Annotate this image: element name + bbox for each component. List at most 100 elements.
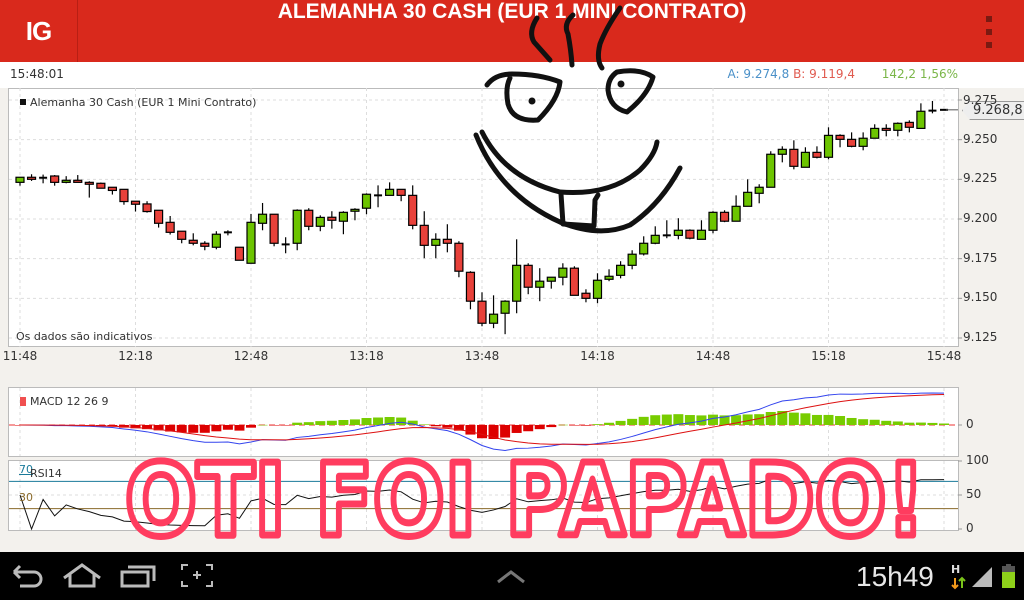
macd-histogram-bar: [696, 415, 707, 425]
macd-histogram-bar: [338, 419, 349, 425]
candle-body: [130, 200, 141, 205]
rsi-label: RSI14: [30, 467, 62, 480]
macd-histogram-bar: [673, 414, 684, 425]
candle-body: [639, 242, 649, 255]
candle-body: [835, 134, 845, 140]
macd-histogram-bar: [777, 411, 788, 425]
indicative-note: Os dados são indicativos: [16, 330, 153, 343]
chart-legend: Alemanha 30 Cash (EUR 1 Mini Contrato): [20, 96, 256, 109]
candle-body: [419, 224, 429, 246]
macd-histogram-bar: [592, 424, 603, 425]
macd-histogram-bar: [754, 414, 765, 425]
macd-histogram-bar: [153, 425, 164, 431]
macd-histogram-bar: [442, 425, 453, 428]
rsi-level-70: 70: [19, 463, 33, 476]
candle-body: [188, 239, 198, 244]
macd-histogram-bar: [130, 425, 141, 429]
macd-histogram-bar: [835, 416, 846, 425]
rsi-level-30: 30: [19, 491, 33, 504]
y-tick-label: 9.150: [963, 290, 998, 305]
rsi-y-tick-label: 0: [966, 521, 974, 535]
macd-histogram-bar: [523, 425, 534, 432]
candle-body: [177, 230, 187, 240]
candle-body: [15, 176, 25, 183]
candle-body: [269, 213, 279, 244]
macd-histogram-bar: [511, 425, 522, 433]
candle-body: [292, 209, 302, 244]
candle-body: [650, 234, 660, 244]
macd-histogram-bar: [569, 425, 580, 426]
macd-histogram-bar: [407, 420, 418, 425]
macd-histogram-bar: [269, 425, 280, 426]
candle-body: [454, 242, 464, 272]
bid-label: B:: [793, 67, 806, 81]
candle-body: [327, 216, 337, 221]
candle-body: [685, 229, 695, 239]
macd-histogram-bar: [546, 425, 557, 428]
candle-body: [708, 211, 718, 231]
candle-body: [142, 203, 152, 213]
overflow-menu-icon[interactable]: [980, 16, 998, 48]
bid-price: 9.119,4: [809, 67, 855, 81]
candle-body: [535, 280, 545, 288]
x-tick-label: 14:48: [695, 349, 731, 363]
macd-histogram-bar: [534, 425, 545, 430]
macd-histogram-bar: [453, 425, 464, 431]
macd-histogram-bar: [234, 425, 245, 431]
candle-body: [304, 209, 314, 227]
candle-body: [743, 191, 753, 207]
candle-body: [465, 271, 476, 302]
x-tick-label: 15:18: [811, 349, 846, 363]
macd-histogram-bar: [246, 425, 256, 428]
x-tick-label: 12:18: [118, 349, 153, 363]
candle-body: [96, 182, 106, 189]
macd-histogram-bar: [280, 425, 291, 426]
candle-body: [893, 122, 903, 131]
candle-body: [350, 208, 360, 212]
macd-label: MACD 12 26 9: [20, 395, 108, 408]
y-tick-label: 9.125: [963, 330, 998, 344]
candle-body: [754, 186, 764, 194]
macd-label-text: MACD 12 26 9: [30, 395, 109, 408]
macd-histogram-bar: [557, 424, 568, 426]
candle-body: [107, 186, 118, 192]
legend-marker: [20, 99, 26, 105]
macd-histogram-bar: [615, 420, 626, 425]
candle-body: [61, 179, 71, 183]
macd-histogram-bar: [915, 422, 926, 425]
quote-time: 15:48:01: [10, 67, 64, 81]
candle-body: [315, 216, 325, 227]
macd-histogram-bar: [708, 414, 718, 425]
macd-histogram-bar: [257, 424, 268, 426]
ig-logo[interactable]: IG: [0, 0, 78, 62]
macd-signal-line: [19, 393, 945, 445]
candle-body: [431, 238, 441, 246]
candle-body: [50, 175, 60, 183]
candle-body: [211, 233, 221, 248]
macd-histogram-bar: [176, 425, 187, 433]
candle-body: [546, 276, 556, 282]
candle-body: [500, 300, 510, 314]
macd-histogram-bar: [199, 425, 210, 433]
macd-histogram-bar: [222, 425, 233, 430]
candle-body: [26, 176, 37, 180]
candle-body: [119, 188, 129, 203]
candle-body: [696, 229, 707, 240]
macd-histogram-bar: [488, 425, 499, 439]
macd-histogram-bar: [419, 424, 430, 425]
candle-body: [338, 211, 348, 222]
candle-body: [673, 229, 683, 236]
candle-body: [581, 292, 591, 299]
macd-histogram-bar: [303, 422, 314, 425]
candle-body: [858, 137, 868, 147]
candle-body: [777, 148, 787, 155]
macd-histogram-bar: [373, 417, 384, 425]
macd-line: [19, 392, 945, 452]
rsi-y-tick-label: 50: [966, 487, 982, 501]
macd-histogram-bar: [627, 418, 638, 425]
y-tick-label: 9.200: [963, 211, 998, 225]
candle-body: [627, 253, 637, 266]
candle-body: [904, 121, 914, 128]
y-tick-label: 9.250: [963, 131, 998, 146]
